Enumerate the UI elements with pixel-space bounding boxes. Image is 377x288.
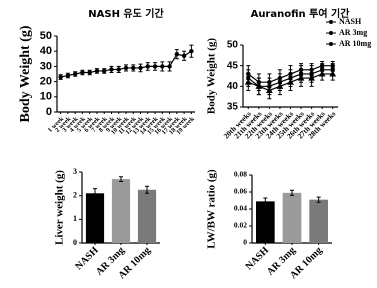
point [116,67,121,72]
point [297,74,305,81]
point [58,74,63,80]
legend-label: AR 10mg [339,39,371,48]
bar [256,201,275,243]
y-tick-label: 0.06 [234,187,247,196]
y-tick-label: 35 [227,102,239,113]
legend-label: NASH [339,17,362,26]
point [109,67,114,72]
y-tick-label: 3 [73,167,77,176]
y-tick-label: 10 [40,91,52,103]
y-axis-label: Liver weight (g) [54,170,66,245]
y-axis-label: Body Weight (g) [206,38,218,115]
y-axis-label: Body Weight (g) [18,25,33,122]
point [94,68,100,74]
point [189,49,194,54]
y-tick-label: 0.02 [234,221,247,230]
point [276,82,284,89]
point [160,64,165,69]
y-tick-label: 1 [73,214,77,223]
bar [309,199,328,243]
error-bar [263,197,268,206]
chart-title: Auranofin 투여 기간 [251,7,351,20]
point [123,65,129,71]
point [65,73,71,78]
point [87,70,92,75]
y-tick-label: 40 [40,45,52,57]
y-axis-label: LW/BW ratio (g) [206,169,218,249]
legend-marker [329,31,333,35]
legend-marker [329,42,333,46]
error-bar [316,196,321,203]
bar [85,193,105,243]
y-tick-label: 40 [227,81,239,92]
y-tick-label: 0.04 [234,204,247,213]
point [181,53,187,58]
y-tick-label: 30 [40,60,52,72]
legend-label: AR 3mg [339,28,367,37]
y-tick-label: 2 [73,190,77,199]
point [145,64,150,69]
y-tick-label: 0 [243,238,247,247]
chart-title: NASH 유도 기간 [88,7,164,20]
series-line [60,50,192,78]
y-tick-label: 0 [46,106,52,118]
error-bar [93,188,97,199]
point [138,65,143,71]
point [174,52,180,57]
y-tick-label: 20 [40,76,52,88]
error-bar [119,176,123,182]
point [80,70,85,75]
y-tick-label: 0.08 [234,170,247,179]
point [266,86,273,93]
error-bar [290,189,294,196]
y-tick-label: 0 [73,238,77,247]
y-tick-label: 50 [227,40,239,51]
point [131,65,136,71]
y-tick-label: 50 [40,30,52,42]
point [287,78,294,85]
bar [111,179,131,243]
point [102,68,107,74]
bar [282,192,302,243]
legend-marker [329,20,333,24]
bar [137,189,157,243]
point [152,64,158,69]
point [329,70,337,77]
point [318,70,326,77]
y-tick-label: 45 [227,60,239,71]
point [244,78,252,85]
point [167,64,172,69]
error-bar [145,185,149,194]
point [308,74,315,81]
point [72,71,78,77]
point [255,82,263,89]
